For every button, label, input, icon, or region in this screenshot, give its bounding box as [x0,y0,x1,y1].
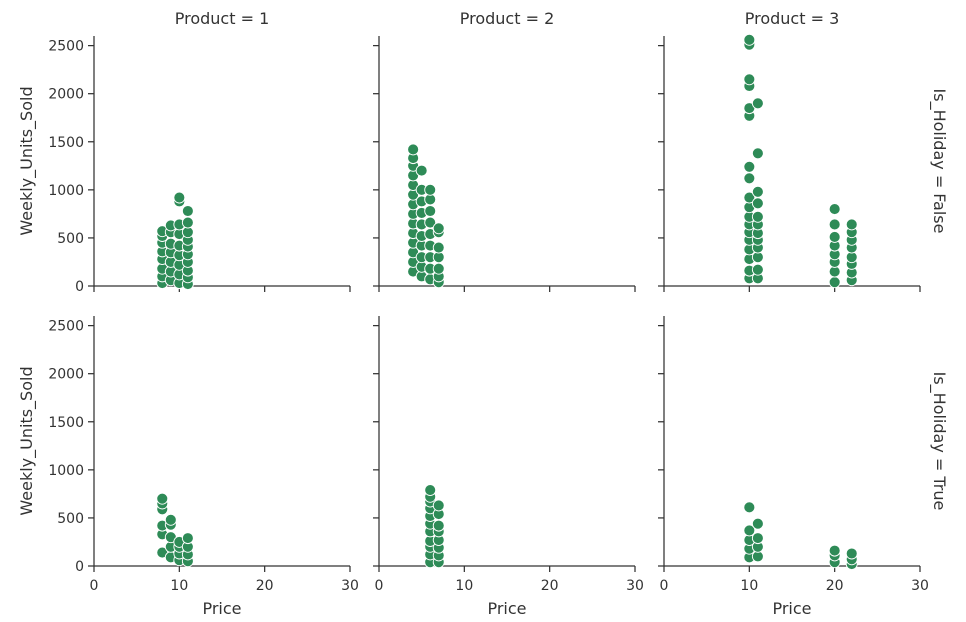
scatter-point [432,222,445,235]
scatter-point [751,197,764,210]
facet-row-title: Is_Holiday = False [929,89,949,234]
panel-product-3-holiday-true: 0 10 20 30 [658,316,929,594]
scatter-point [743,73,756,86]
scatter-point [432,241,445,254]
y-tick-label: 1500 [48,415,84,431]
facet-column-title: Product = 3 [745,9,840,28]
y-axis-title: Weekly_Units_Sold [17,366,37,515]
scatter-point [828,231,841,243]
scatter-point [828,544,841,557]
scatter-point [164,513,177,526]
x-tick-label: 0 [90,578,99,594]
panel-product-1-holiday-false: 0 500 1000 1500 2000 2500 [48,36,351,295]
scatter-point [432,499,445,512]
scatter-point [828,218,841,231]
y-tick-label: 0 [75,559,84,575]
x-tick-label: 20 [541,578,559,594]
scatter-point [173,191,186,204]
x-tick-label: 30 [341,578,359,594]
x-tick-label: 20 [256,578,274,594]
scatter-point [424,484,437,496]
panel-product-2-holiday-false [373,36,636,292]
y-tick-label: 500 [57,511,84,527]
facet-column-title: Product = 2 [460,9,555,28]
scatter-point [415,164,428,177]
y-tick-label: 2000 [48,87,84,103]
x-tick-label: 0 [375,578,384,594]
y-tick-label: 2500 [48,39,84,55]
x-tick-label: 30 [626,578,644,594]
y-tick-label: 500 [57,231,84,247]
scatter-point [181,532,194,545]
scatter-point [743,160,756,173]
scatter-point [751,185,764,198]
facet-column-title: Product = 1 [175,9,270,28]
scatter-point [845,547,858,560]
scatter-point [432,262,445,275]
scatter-point [845,218,858,231]
scatter-point [432,519,445,532]
x-tick-label: 0 [660,578,669,594]
scatter-point [751,210,764,223]
scatter-point [424,216,437,229]
x-tick-label: 20 [826,578,844,594]
scatter-point [424,183,437,196]
x-tick-label: 10 [170,578,188,594]
y-tick-label: 1500 [48,135,84,151]
x-axis-title: Price [202,599,241,618]
x-tick-label: 10 [740,578,758,594]
scatter-point [751,97,764,110]
y-tick-label: 2000 [48,367,84,383]
scatter-point [743,191,756,204]
scatter-point [156,492,169,505]
scatter-point [743,33,756,46]
scatter-point [751,532,764,545]
scatter-point [181,216,194,229]
y-tick-label: 0 [75,279,84,295]
y-tick-label: 1000 [48,463,84,479]
y-axis-title: Weekly_Units_Sold [17,86,37,235]
scatter-point [743,501,756,514]
x-tick-label: 10 [455,578,473,594]
panel-product-3-holiday-false [658,33,921,292]
panel-product-1-holiday-true: 0 500 1000 1500 2000 2500 0 10 20 30 [48,316,359,594]
scatter-point [828,276,841,289]
x-axis-title: Price [487,599,526,618]
scatter-point [751,147,764,160]
scatter-point [407,143,420,156]
y-tick-label: 1000 [48,183,84,199]
scatter-point [751,263,764,276]
scatter-point [424,205,437,217]
y-tick-label: 2500 [48,319,84,335]
scatter-point [743,524,756,537]
scatter-point [743,172,756,185]
scatter-point [181,205,194,217]
facet-row-title: Is_Holiday = True [929,372,949,511]
panel-product-2-holiday-true: 0 10 20 30 [373,316,644,594]
scatter-point [828,203,841,216]
x-axis-title: Price [772,599,811,618]
scatter-point [751,517,764,530]
x-tick-label: 30 [911,578,929,594]
